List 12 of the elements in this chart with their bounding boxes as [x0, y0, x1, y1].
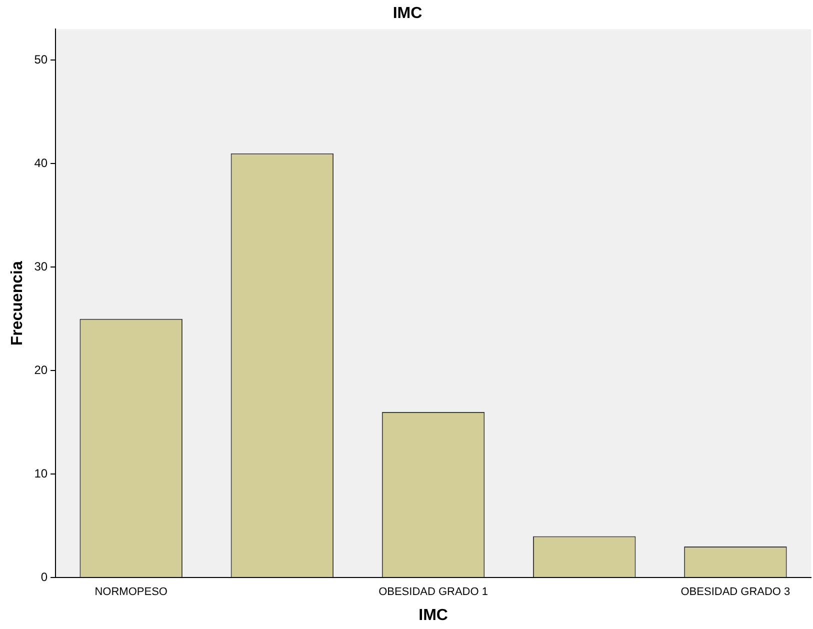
x-axis-title: IMC — [418, 606, 448, 624]
y-axis-title: Frecuencia — [9, 261, 26, 346]
y-tick-label: 50 — [34, 52, 48, 67]
x-tick-label: OBESIDAD GRADO 3 — [680, 586, 790, 598]
x-tick-label: NORMOPESO — [94, 586, 168, 598]
y-tick-label: 40 — [34, 156, 48, 170]
chart-title: IMC — [392, 5, 423, 22]
y-tick-label: 30 — [34, 259, 48, 274]
y-tick-label: 20 — [34, 362, 48, 377]
x-tick-label: OBESIDAD GRADO 1 — [378, 586, 488, 598]
y-tick-label: 0 — [40, 570, 48, 584]
y-tick-label: 10 — [34, 466, 48, 480]
